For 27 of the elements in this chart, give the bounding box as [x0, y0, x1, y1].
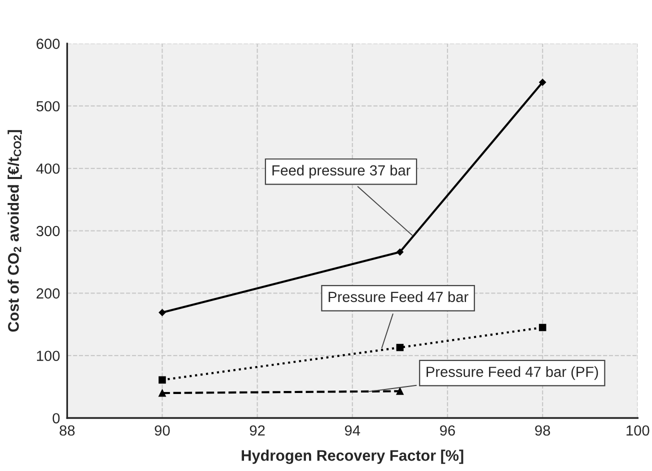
y-axis-title: Cost of CO$_{2}$ avoided [€/t$_{CO2}$] [8, 130, 22, 332]
point [538, 324, 546, 332]
x-tick-label: 94 [344, 425, 360, 436]
x-axis-title: Hydrogen Recovery Factor [%] [242, 450, 464, 464]
y-tick-label: 200 [36, 288, 60, 299]
point [396, 248, 404, 256]
point [158, 376, 166, 384]
annotation: Pressure Feed 47 bar [328, 291, 468, 302]
point [158, 309, 166, 316]
x-tick-label: 98 [535, 425, 550, 436]
point [158, 389, 166, 397]
annotation: Feed pressure 37 bar [272, 164, 410, 178]
point [396, 388, 404, 395]
y-tick-label: 500 [36, 101, 60, 112]
x-tick-label: 90 [154, 425, 170, 436]
y-tick-label: 400 [36, 163, 60, 174]
annotation: Pressure Feed 47 bar (PF) [426, 366, 598, 380]
x-tick-label: 92 [250, 425, 265, 436]
point [396, 344, 404, 352]
y-tick-label: 0 [52, 413, 60, 424]
point [539, 78, 546, 86]
x-tick-label: 96 [440, 425, 455, 436]
y-tick-label: 600 [36, 38, 60, 49]
y-tick-label: 100 [36, 350, 60, 362]
x-tick-label: 100 [626, 425, 650, 436]
y-tick-label: 300 [36, 226, 60, 236]
x-tick-label: 88 [60, 425, 75, 436]
